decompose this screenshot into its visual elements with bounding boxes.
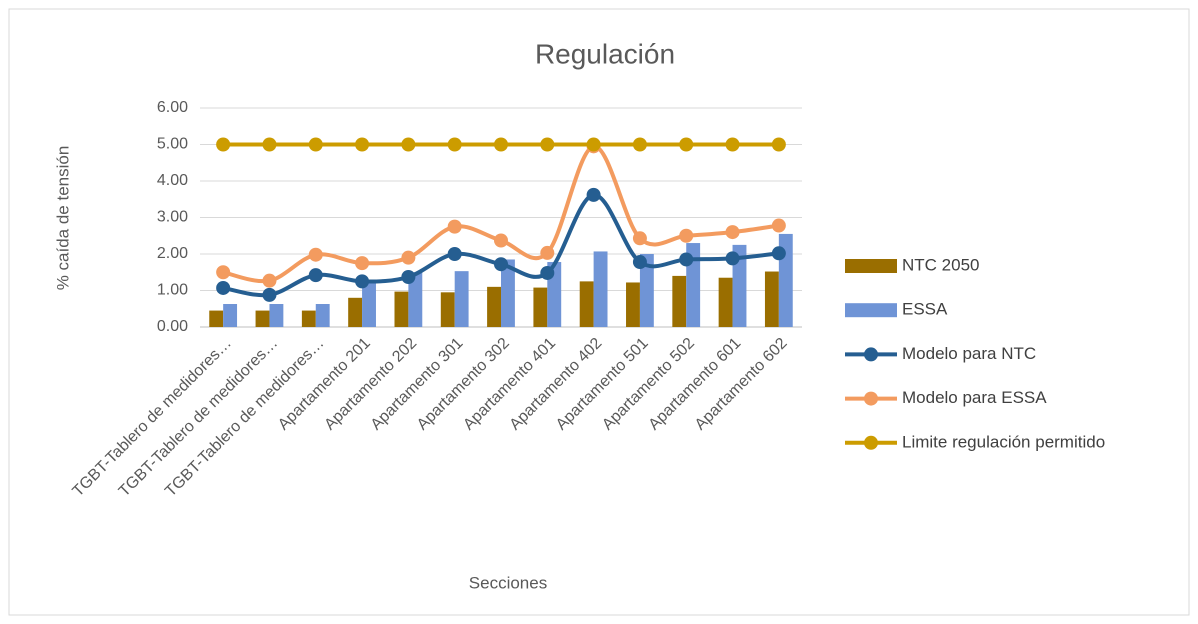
line-marker — [771, 137, 786, 152]
line-marker — [262, 137, 277, 152]
legend-label: ESSA — [902, 300, 948, 319]
legend-swatch — [864, 347, 878, 362]
line-marker — [632, 137, 647, 152]
line-marker — [540, 137, 555, 152]
y-tick-label: 5.00 — [157, 136, 188, 153]
line-marker — [262, 273, 277, 288]
legend-label: Modelo para NTC — [902, 344, 1036, 363]
y-tick-label: 3.00 — [157, 209, 188, 226]
line-marker — [494, 137, 508, 152]
line-marker — [725, 225, 740, 240]
line-marker — [679, 228, 694, 243]
bar — [315, 304, 330, 327]
line-marker — [216, 265, 231, 280]
bar — [487, 286, 501, 327]
bar — [672, 275, 687, 327]
legend-swatch — [864, 435, 878, 450]
line-marker — [447, 219, 462, 234]
line-marker — [494, 233, 508, 248]
bar — [579, 281, 594, 327]
line-marker — [725, 251, 740, 266]
legend-label: Modelo para ESSA — [902, 388, 1047, 407]
y-tick-label: 6.00 — [157, 99, 188, 116]
bar — [764, 271, 779, 327]
line-marker — [540, 265, 555, 280]
legend-swatch — [864, 391, 878, 406]
bar — [362, 281, 376, 327]
bar — [209, 310, 224, 327]
y-tick-label: 2.00 — [157, 245, 188, 262]
line-marker — [447, 137, 462, 152]
line-marker — [262, 287, 277, 302]
bar — [223, 304, 238, 327]
y-tick-label: 1.00 — [157, 282, 188, 299]
legend-swatch — [845, 303, 897, 318]
legend-label: NTC 2050 — [902, 255, 979, 274]
line-marker — [771, 246, 786, 261]
line-marker — [632, 231, 647, 246]
bar — [301, 310, 316, 327]
line-marker — [632, 255, 647, 270]
bar — [440, 292, 455, 327]
y-axis-title: % caída de tensión — [53, 146, 72, 291]
line-marker — [494, 257, 508, 272]
line-marker — [586, 137, 601, 152]
line-marker — [725, 137, 740, 152]
line-marker — [308, 247, 323, 262]
line-marker — [355, 274, 370, 289]
line-marker — [308, 137, 323, 152]
bar — [639, 254, 654, 327]
y-tick-label: 0.00 — [157, 318, 188, 335]
line-marker — [401, 269, 416, 284]
chart-title: Regulación — [535, 38, 675, 69]
bar — [394, 291, 409, 327]
bar — [533, 287, 548, 327]
bar — [501, 259, 515, 327]
line-marker — [216, 280, 231, 295]
bar — [732, 244, 747, 327]
legend-swatch — [845, 259, 897, 273]
line-marker — [679, 137, 694, 152]
line-marker — [771, 218, 786, 233]
line-marker — [586, 187, 601, 202]
bar — [454, 271, 469, 327]
legend-label: Limite regulación permitido — [902, 432, 1105, 451]
bar — [718, 277, 733, 327]
x-axis-title: Secciones — [469, 573, 547, 592]
line-marker — [540, 245, 555, 260]
line-marker — [355, 137, 370, 152]
line-marker — [401, 137, 416, 152]
bar — [269, 304, 284, 327]
bar — [626, 282, 640, 327]
line-marker — [401, 250, 416, 265]
line-marker — [308, 268, 323, 283]
y-tick-label: 4.00 — [157, 172, 188, 189]
bar — [408, 272, 423, 327]
bar — [255, 310, 270, 327]
line-marker — [355, 256, 370, 271]
bar — [593, 251, 608, 327]
line-marker — [216, 137, 231, 152]
line-marker — [447, 247, 462, 261]
bar — [348, 297, 363, 327]
line-marker — [679, 252, 694, 267]
